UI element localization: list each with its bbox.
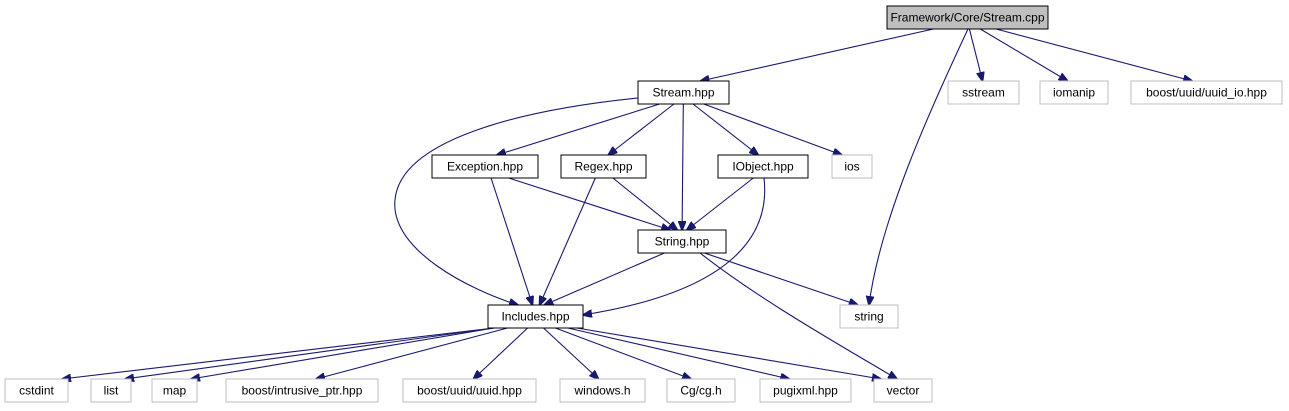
edge-includes-hpp-to-windows-h: [543, 327, 599, 379]
node-iobject-hpp[interactable]: IObject.hpp: [717, 154, 809, 179]
node-label: Exception.hpp: [447, 160, 523, 174]
edge-string-hpp-to-includes-hpp: [544, 252, 665, 305]
node-sstream: sstream: [947, 80, 1020, 105]
edge-includes-hpp-to-cg-h: [555, 327, 691, 379]
node-stream-hpp[interactable]: Stream.hpp: [637, 80, 730, 105]
edge-includes-hpp-to-pugixml: [567, 327, 789, 379]
node-label: Cg/cg.h: [680, 384, 721, 398]
node-box: [637, 80, 730, 105]
edge-iobject-hpp-to-string-hpp: [687, 177, 754, 230]
edge-includes-hpp-to-uuid-hpp: [473, 327, 528, 379]
node-box: [886, 5, 1049, 30]
node-label: IObject.hpp: [732, 160, 794, 174]
node-box: [431, 154, 539, 179]
edge-regex-hpp-to-includes-hpp: [540, 177, 596, 305]
node-label: sstream: [962, 86, 1005, 100]
node-box: [947, 80, 1020, 105]
node-box: [1039, 80, 1109, 105]
node-box: [4, 378, 69, 403]
node-regex-hpp[interactable]: Regex.hpp: [560, 154, 647, 179]
node-label: list: [104, 384, 119, 398]
node-label: Stream.hpp: [652, 86, 714, 100]
node-label: ios: [844, 160, 859, 174]
node-cstdint: cstdint: [4, 378, 69, 403]
node-label: boost/intrusive_ptr.hpp: [242, 384, 363, 398]
nodes-layer: Framework/Core/Stream.cpp Stream.hpp sstre…: [4, 5, 1283, 403]
node-list: list: [90, 378, 132, 403]
node-uuid-io: boost/uuid/uuid_io.hpp: [1130, 80, 1283, 105]
edge-root-to-iomanip: [979, 28, 1067, 81]
node-box: [666, 378, 736, 403]
node-box: [90, 378, 132, 403]
edge-root-to-uuid-io: [996, 28, 1192, 81]
node-label: iomanip: [1053, 86, 1095, 100]
node-map: map: [151, 378, 198, 403]
node-box: [717, 154, 809, 179]
edge-root-to-sstream: [968, 28, 982, 81]
node-label: vector: [887, 384, 920, 398]
edge-stream-hpp-to-iobject-hpp: [692, 103, 758, 155]
node-box: [831, 154, 873, 179]
node-pugixml: pugixml.hpp: [759, 378, 852, 403]
node-exception-hpp[interactable]: Exception.hpp: [431, 154, 539, 179]
node-label: Framework/Core/Stream.cpp: [890, 11, 1044, 25]
edge-string-hpp-to-vector: [699, 252, 897, 379]
node-box: [1130, 80, 1283, 105]
edge-regex-hpp-to-string-hpp: [612, 177, 677, 230]
edge-string-hpp-to-string: [704, 252, 857, 305]
node-label: boost/uuid/uuid.hpp: [417, 384, 522, 398]
node-box: [637, 229, 727, 254]
node-label: cstdint: [19, 384, 54, 398]
edge-root-to-string: [869, 28, 969, 305]
node-box: [560, 154, 647, 179]
node-box: [151, 378, 198, 403]
edge-exception-hpp-to-string-hpp: [508, 177, 671, 230]
edge-iobject-hpp-to-includes-hpp: [583, 177, 766, 315]
node-label: String.hpp: [655, 235, 710, 249]
edge-root-to-stream-hpp: [701, 28, 934, 81]
node-uuid-hpp: boost/uuid/uuid.hpp: [402, 378, 537, 403]
node-box: [225, 378, 379, 403]
node-root[interactable]: Framework/Core/Stream.cpp: [886, 5, 1049, 30]
edge-includes-hpp-to-cstdint: [62, 327, 495, 379]
node-label: Regex.hpp: [574, 160, 632, 174]
node-box: [402, 378, 537, 403]
node-box: [559, 378, 646, 403]
node-label: map: [163, 384, 187, 398]
edge-stream-hpp-to-exception-hpp: [497, 103, 660, 155]
edge-includes-hpp-to-map: [191, 327, 495, 379]
node-intrusive-ptr: boost/intrusive_ptr.hpp: [225, 378, 379, 403]
edge-includes-hpp-to-vector: [576, 327, 881, 379]
edge-stream-hpp-to-ios: [703, 103, 842, 155]
node-box: [759, 378, 852, 403]
node-label: pugixml.hpp: [773, 384, 838, 398]
node-label: boost/uuid/uuid_io.hpp: [1146, 86, 1267, 100]
node-box: [873, 378, 933, 403]
node-box: [839, 304, 899, 329]
node-string: string: [839, 304, 899, 329]
node-vector: vector: [873, 378, 933, 403]
node-includes-hpp[interactable]: Includes.hpp: [487, 304, 584, 329]
node-string-hpp[interactable]: String.hpp: [637, 229, 727, 254]
node-cg-h: Cg/cg.h: [666, 378, 736, 403]
node-label: windows.h: [573, 384, 630, 398]
node-label: string: [854, 310, 883, 324]
edges-layer: [62, 28, 1192, 379]
node-box: [487, 304, 584, 329]
edge-stream-hpp-to-string-hpp: [682, 103, 683, 230]
edge-stream-hpp-to-includes-hpp: [394, 97, 639, 305]
node-iomanip: iomanip: [1039, 80, 1109, 105]
edge-exception-hpp-to-includes-hpp: [490, 177, 532, 305]
node-windows-h: windows.h: [559, 378, 646, 403]
edge-includes-hpp-to-list: [125, 327, 495, 379]
edge-stream-hpp-to-regex-hpp: [608, 103, 675, 155]
node-label: Includes.hpp: [501, 310, 569, 324]
edge-includes-hpp-to-intrusive-ptr: [316, 327, 508, 379]
node-ios: ios: [831, 154, 873, 179]
